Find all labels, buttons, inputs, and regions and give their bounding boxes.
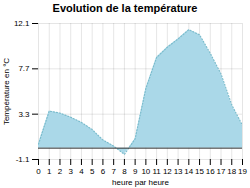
svg-text:17: 17 (217, 167, 226, 176)
svg-text:1: 1 (47, 167, 52, 176)
svg-text:7: 7 (111, 167, 116, 176)
svg-text:-1.1: -1.1 (16, 155, 30, 164)
svg-text:13: 13 (174, 167, 183, 176)
svg-text:18: 18 (227, 167, 236, 176)
svg-text:0: 0 (36, 167, 41, 176)
svg-text:3: 3 (68, 167, 73, 176)
svg-text:heure par heure: heure par heure (112, 178, 169, 187)
svg-text:7.7: 7.7 (18, 64, 30, 73)
svg-text:15: 15 (195, 167, 204, 176)
svg-text:2: 2 (58, 167, 63, 176)
svg-text:3.3: 3.3 (18, 110, 30, 119)
svg-text:19: 19 (238, 167, 247, 176)
svg-text:4: 4 (79, 167, 84, 176)
svg-text:8: 8 (122, 167, 127, 176)
svg-text:Température en °C: Température en °C (2, 58, 11, 125)
svg-text:6: 6 (101, 167, 106, 176)
svg-text:9: 9 (133, 167, 138, 176)
svg-text:5: 5 (90, 167, 95, 176)
svg-text:14: 14 (184, 167, 193, 176)
svg-text:16: 16 (206, 167, 215, 176)
html-text:Evolution de la température: Evolution de la température (52, 2, 198, 14)
svg-text:11: 11 (152, 167, 161, 176)
svg-text:12: 12 (163, 167, 172, 176)
svg-text:10: 10 (141, 167, 150, 176)
svg-text:12.1: 12.1 (14, 19, 30, 28)
